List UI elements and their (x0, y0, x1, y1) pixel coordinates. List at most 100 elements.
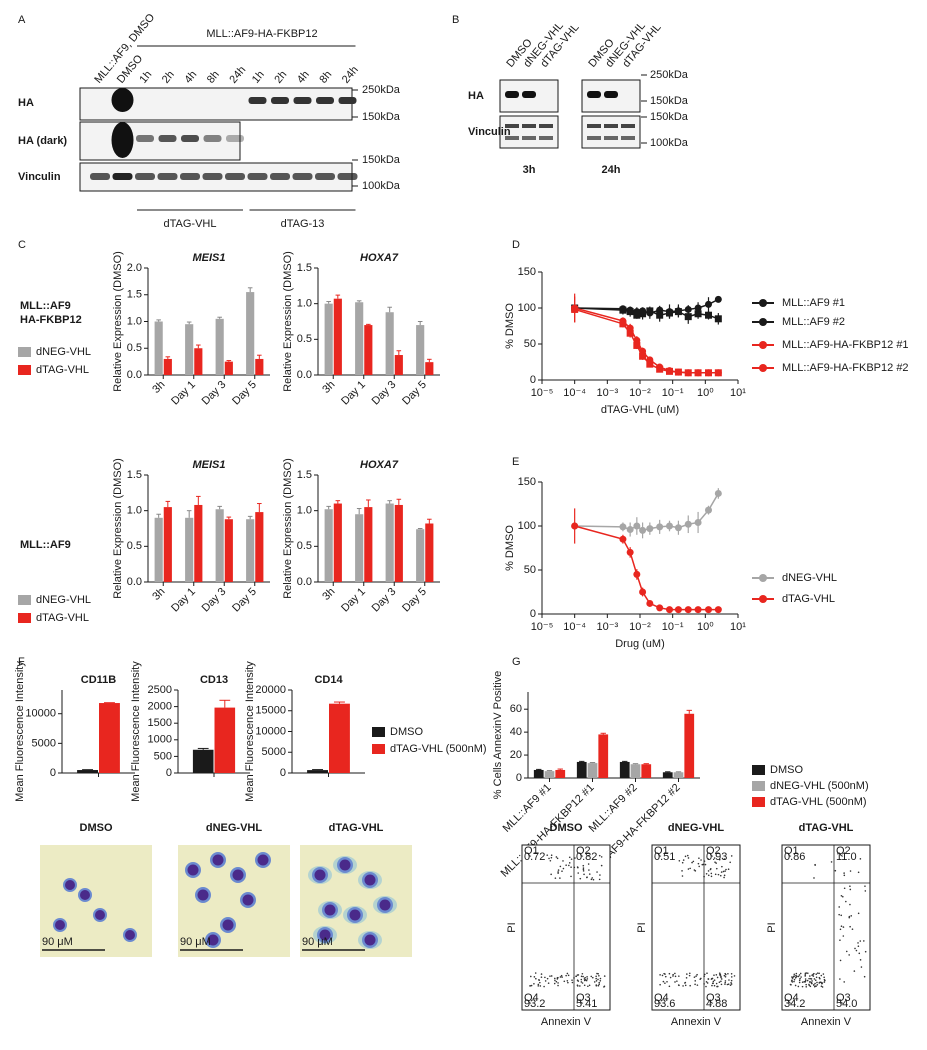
chart-title: MEIS1 (192, 459, 225, 471)
legend-marker (759, 341, 767, 349)
nucleus (324, 904, 336, 916)
event-dot (799, 977, 801, 980)
event-dot (821, 982, 824, 984)
event-dot (567, 974, 570, 977)
event-dot (576, 979, 579, 982)
event-dot (804, 974, 807, 976)
event-dot (793, 978, 796, 981)
event-dot (662, 980, 665, 983)
event-dot (711, 984, 713, 987)
x-axis-label: dTAG-VHL (uM) (601, 404, 679, 416)
y-tick-label: 40 (510, 726, 522, 738)
event-dot (672, 975, 674, 977)
event-dot (853, 970, 856, 972)
bar (544, 771, 555, 778)
event-dot (718, 858, 721, 861)
event-dot (684, 855, 687, 858)
event-dot (559, 976, 562, 978)
marker-label: 150kDa (650, 95, 689, 107)
event-dot (702, 863, 704, 866)
marker-label: 150kDa (650, 111, 689, 123)
panel-letter: E (512, 456, 519, 468)
band (587, 124, 601, 128)
event-dot (720, 978, 723, 980)
nucleus (314, 869, 326, 881)
event-dot (805, 985, 808, 988)
event-dot (540, 973, 543, 975)
y-tick-label: 1000 (148, 734, 172, 746)
data-point (619, 306, 627, 314)
lane-label: 1h (250, 69, 267, 86)
event-dot (791, 977, 794, 979)
legend-label: dNEG-VHL (500nM) (770, 780, 869, 792)
event-dot (719, 874, 722, 877)
data-point (714, 315, 722, 323)
y-tick-label: 100 (518, 520, 536, 532)
bar (533, 769, 544, 778)
event-dot (820, 974, 823, 977)
band (226, 135, 244, 142)
scale-label: 90 μM (180, 936, 211, 948)
event-dot (834, 869, 837, 872)
band (270, 173, 290, 180)
quadrant-name: Q2 (706, 845, 721, 857)
event-dot (716, 985, 718, 988)
lane-label: 8h (205, 69, 222, 86)
event-dot (797, 975, 800, 978)
event-dot (848, 915, 851, 918)
y-tick-label: 0 (516, 772, 522, 784)
band (248, 97, 267, 104)
x-tick-label: 10⁰ (697, 387, 714, 399)
event-dot (554, 979, 556, 982)
event-dot (530, 984, 533, 987)
event-dot (808, 977, 810, 980)
nucleus (125, 930, 135, 940)
event-dot (839, 928, 842, 931)
event-dot (674, 981, 676, 983)
chart-title: HOXA7 (360, 252, 399, 264)
data-point (619, 320, 627, 328)
marker-label: 150kDa (362, 154, 401, 166)
nucleus (95, 910, 105, 920)
event-dot (550, 873, 552, 876)
event-dot (588, 869, 590, 871)
event-dot (794, 984, 797, 987)
data-point (694, 369, 702, 377)
event-dot (659, 983, 661, 986)
data-point (704, 300, 712, 308)
event-dot (571, 981, 574, 984)
event-dot (813, 978, 816, 980)
band (539, 136, 553, 140)
event-dot (559, 865, 562, 868)
y-tick-label: 1.5 (127, 469, 142, 481)
event-dot (587, 863, 590, 865)
panel-letter: A (18, 14, 26, 26)
event-dot (859, 959, 862, 961)
bar (224, 519, 233, 582)
event-dot (843, 981, 846, 983)
bar (214, 707, 236, 773)
event-dot (864, 890, 867, 892)
data-point (646, 599, 654, 607)
event-dot (725, 868, 727, 871)
band (203, 135, 222, 142)
event-dot (582, 870, 585, 872)
event-dot (840, 914, 843, 917)
data-point (639, 310, 647, 318)
event-dot (544, 980, 547, 982)
x-tick-label: 10⁻¹ (662, 621, 684, 633)
event-dot (576, 866, 579, 868)
x-tick-label: Day 1 (339, 379, 368, 408)
bar (662, 772, 673, 778)
event-dot (821, 986, 824, 988)
flow-y-label: PI (506, 922, 518, 932)
event-dot (553, 982, 556, 985)
event-dot (698, 857, 700, 859)
event-dot (694, 870, 697, 872)
data-point (633, 570, 641, 578)
event-dot (693, 976, 696, 978)
bar (355, 302, 364, 375)
event-dot (534, 972, 537, 974)
y-tick-label: 150 (518, 476, 536, 488)
flow-frame (781, 844, 871, 1011)
